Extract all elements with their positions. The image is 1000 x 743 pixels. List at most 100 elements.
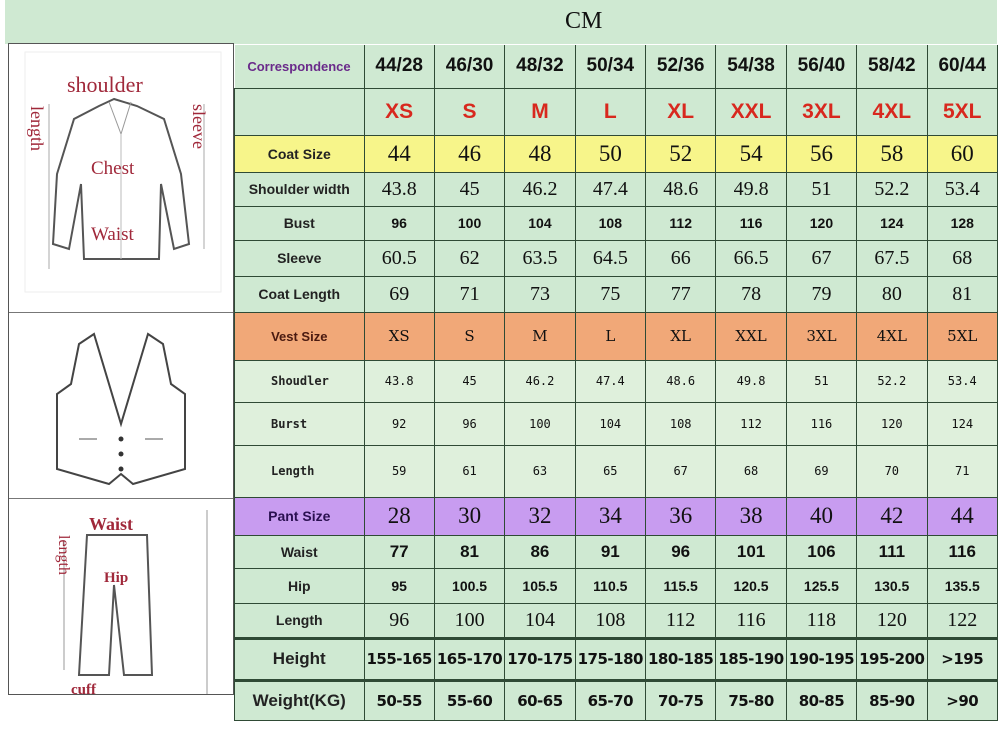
table-cell: 60-65 (504, 678, 576, 721)
table-cell: 46/30 (434, 45, 506, 89)
table-cell: >195 (926, 636, 998, 681)
table-cell: 38 (715, 496, 787, 536)
table-cell: 195-200 (856, 636, 928, 681)
table-cell: 86 (504, 534, 576, 569)
table-cell: 46 (433, 134, 506, 173)
table-cell: 155-165 (363, 636, 435, 681)
table-cell: 100 (504, 401, 576, 446)
table-cell: 111 (856, 534, 928, 569)
table-cell: 60 (926, 134, 998, 173)
table-cell: 80 (856, 275, 928, 313)
coat-illustration: shoulder length sleeve Chest Waist (9, 44, 233, 313)
table-cell: 40 (785, 496, 858, 536)
table-cell: 130.5 (856, 567, 928, 604)
table-cell: S (433, 311, 506, 361)
table-cell: 60/44 (927, 45, 998, 89)
table-cell: 52/36 (645, 45, 717, 89)
table-cell: 101 (715, 534, 787, 569)
row-label: Waist (234, 534, 365, 569)
table-cell: 120 (785, 205, 858, 241)
table-cell: 3XL (785, 311, 858, 361)
row-label: Correspondence (234, 45, 365, 89)
table-cell: 116 (715, 602, 787, 639)
table-cell: 47.4 (574, 359, 647, 403)
table-cell: 51 (785, 359, 858, 403)
table-cell: 66 (644, 239, 717, 277)
vest-icon (56, 332, 186, 486)
table-cell: 65-70 (574, 678, 647, 721)
row-label: Coat Size (234, 134, 365, 173)
size-chart-table: Correspondence 44/28 46/30 48/32 50/34 52/36 5… (234, 45, 998, 721)
table-cell: 43.8 (363, 359, 435, 403)
table-cell: 122 (926, 602, 998, 639)
table-row-length: Length 96 100 104 108 112 116 118 120 122 (234, 602, 998, 639)
table-cell: 53.4 (926, 171, 998, 207)
row-label: Weight(KG) (234, 678, 365, 721)
row-label (234, 87, 365, 136)
table-cell: 77 (644, 275, 717, 313)
table-cell: 48/32 (504, 45, 576, 89)
table-cell: 96 (363, 205, 435, 241)
table-cell: 67.5 (856, 239, 928, 277)
table-cell: 92 (363, 401, 435, 446)
table-cell: 73 (504, 275, 576, 313)
table-cell: 36 (644, 496, 717, 536)
table-cell: 70-75 (644, 678, 717, 721)
table-cell: 63.5 (504, 239, 576, 277)
table-cell: 135.5 (926, 567, 998, 604)
table-cell: 56/40 (786, 45, 858, 89)
table-cell: 91 (574, 534, 647, 569)
table-row-shoudler: Shoudler 43.8 45 46.2 47.4 48.6 49.8 51 52.2 53.4 (234, 359, 998, 403)
table-cell: 77 (363, 534, 435, 569)
row-label: Bust (234, 205, 365, 241)
table-cell: 48.6 (644, 359, 717, 403)
table-row-coat-length: Coat Length 69 71 73 75 77 78 79 80 81 (234, 275, 998, 313)
table-cell: 185-190 (715, 636, 787, 681)
table-row-vest-size: Vest Size XS S M L XL XXL 3XL 4XL 5XL (234, 311, 998, 361)
row-label: Vest Size (234, 311, 365, 361)
table-cell: 43.8 (363, 171, 435, 207)
table-cell: 3XL (785, 87, 858, 136)
table-cell: 65 (574, 444, 647, 498)
table-row-shoulder-width: Shoulder width 43.8 45 46.2 47.4 48.6 49.8 51 52… (234, 171, 998, 207)
table-cell: 50 (574, 134, 647, 173)
svg-text:shoulder: shoulder (67, 72, 143, 97)
table-cell: 71 (926, 444, 998, 498)
table-cell: 71 (433, 275, 506, 313)
table-cell: 170-175 (504, 636, 576, 681)
table-cell: 5XL (926, 87, 998, 136)
table-cell: L (574, 311, 647, 361)
table-cell: 67 (785, 239, 858, 277)
table-cell: 104 (504, 205, 576, 241)
table-cell: 85-90 (856, 678, 928, 721)
row-label: Hip (234, 567, 365, 604)
table-cell: 78 (715, 275, 787, 313)
coat-icon: shoulder length sleeve Chest Waist (24, 51, 222, 293)
svg-text:cuff: cuff (71, 682, 97, 694)
table-cell: 124 (856, 205, 928, 241)
table-cell: 28 (363, 496, 435, 536)
table-cell: 108 (644, 401, 717, 446)
table-cell: XL (644, 311, 717, 361)
table-cell: 112 (644, 602, 717, 639)
table-cell: 165-170 (433, 636, 506, 681)
table-cell: 120 (856, 401, 928, 446)
vest-illustration (9, 314, 233, 499)
table-cell: 42 (856, 496, 928, 536)
table-cell: 180-185 (644, 636, 717, 681)
table-cell: 70 (856, 444, 928, 498)
table-cell: >90 (926, 678, 998, 721)
table-row-size-letters: XS S M L XL XXL 3XL 4XL 5XL (234, 87, 998, 136)
table-cell: 125.5 (785, 567, 858, 604)
row-label: Shoulder width (234, 171, 365, 207)
table-cell: 55-60 (433, 678, 506, 721)
table-cell: 96 (433, 401, 506, 446)
row-label: Length (234, 444, 365, 498)
table-cell: 75 (574, 275, 647, 313)
table-row-burst: Burst 92 96 100 104 108 112 116 120 124 (234, 401, 998, 446)
table-cell: 112 (644, 205, 717, 241)
table-row-bust: Bust 96 100 104 108 112 116 120 124 128 (234, 205, 998, 241)
row-label: Shoudler (234, 359, 365, 403)
table-cell: 49.8 (715, 171, 787, 207)
table-row-coat-size: Coat Size 44 46 48 50 52 54 56 58 60 (234, 134, 998, 173)
